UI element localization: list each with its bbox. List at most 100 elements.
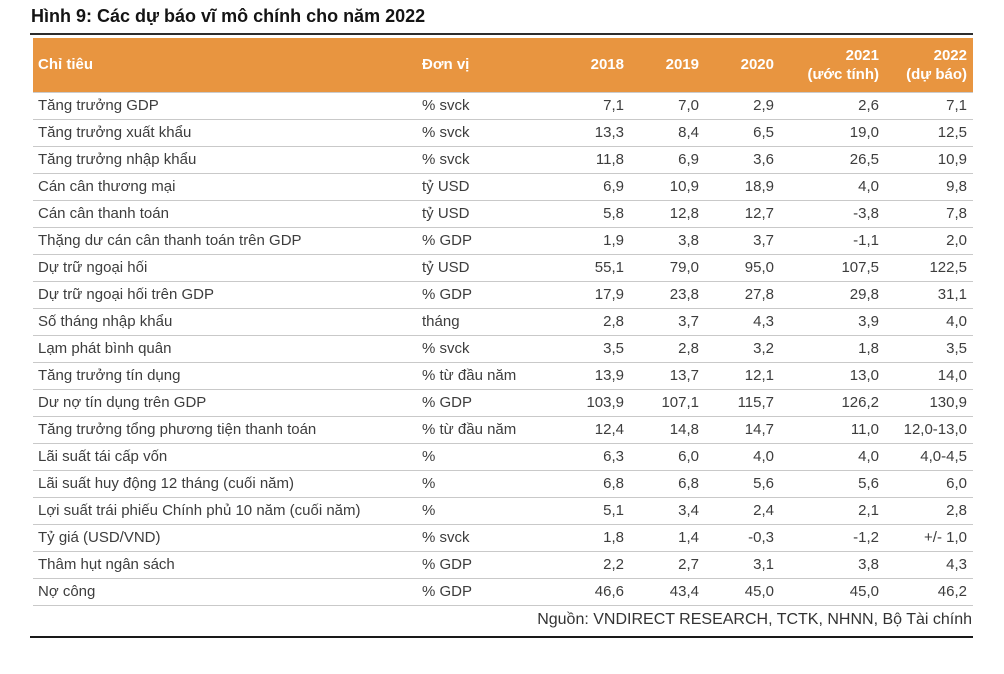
row-indicator-label: Lãi suất tái cấp vốn: [33, 443, 422, 471]
row-value: 7,8: [885, 200, 973, 228]
col-header-2019: 2019: [630, 38, 705, 92]
row-value: 2,1: [780, 497, 885, 525]
row-unit: %: [422, 470, 545, 498]
row-value: 18,9: [705, 173, 780, 201]
row-value: 122,5: [885, 254, 973, 282]
row-value: 107,5: [780, 254, 885, 282]
row-value: 6,0: [885, 470, 973, 498]
row-indicator-label: Nợ công: [33, 578, 422, 606]
table-row: Tăng trưởng tín dụng% từ đầu năm 13,9 13,7…: [33, 362, 973, 390]
row-value: 14,0: [885, 362, 973, 390]
row-value: 115,7: [705, 389, 780, 417]
col-header-2021-estimate: 2021 (ước tính): [780, 38, 885, 92]
row-value: 26,5: [780, 146, 885, 174]
macro-forecast-table: Chỉ tiêu Đơn vị 2018 2019 2020 2021 (ước…: [33, 38, 973, 606]
row-value: 5,1: [545, 497, 630, 525]
row-value: 3,7: [630, 308, 705, 336]
row-indicator-label: Tăng trưởng xuất khẩu: [33, 119, 422, 147]
row-unit: % svck: [422, 524, 545, 552]
row-indicator-label: Lãi suất huy động 12 tháng (cuối năm): [33, 470, 422, 498]
title-rule: [30, 33, 973, 35]
row-value: 4,0-4,5: [885, 443, 973, 471]
row-value: 7,1: [885, 92, 973, 120]
row-value: 55,1: [545, 254, 630, 282]
row-unit: %: [422, 443, 545, 471]
row-value: 13,0: [780, 362, 885, 390]
source-note: Nguồn: VNDIRECT RESEARCH, TCTK, NHNN, Bộ…: [537, 610, 972, 628]
row-value: 126,2: [780, 389, 885, 417]
row-value: 13,7: [630, 362, 705, 390]
row-value: 12,8: [630, 200, 705, 228]
row-value: 95,0: [705, 254, 780, 282]
table-row: Số tháng nhập khẩu tháng 2,8 3,7 4,3 3,9 4,0: [33, 308, 973, 336]
row-value: 2,8: [885, 497, 973, 525]
row-value: 27,8: [705, 281, 780, 309]
row-value: 12,7: [705, 200, 780, 228]
row-unit: % svck: [422, 146, 545, 174]
row-value: 10,9: [885, 146, 973, 174]
row-value: 1,8: [780, 335, 885, 363]
row-value: 12,4: [545, 416, 630, 444]
table-row: Dự trữ ngoại hối tỷ USD 55,1 79,0 95,0 107,5 1…: [33, 254, 973, 282]
row-value: 3,7: [705, 227, 780, 255]
table-row: Lãi suất huy động 12 tháng (cuối năm)% 6,…: [33, 470, 973, 498]
row-value: 2,6: [780, 92, 885, 120]
table-row: Tỷ giá (USD/VND)% svck 1,8 1,4 -0,3 -1,2 +/- …: [33, 524, 973, 552]
col-header-indicator: Chỉ tiêu: [33, 38, 422, 92]
row-value: 3,6: [705, 146, 780, 174]
row-unit: tỷ USD: [422, 173, 545, 201]
row-value: -3,8: [780, 200, 885, 228]
row-indicator-label: Thâm hụt ngân sách: [33, 551, 422, 579]
row-value: 31,1: [885, 281, 973, 309]
table-row: Dự trữ ngoại hối trên GDP% GDP 17,9 23,8 27…: [33, 281, 973, 309]
table-row: Thặng dư cán cân thanh toán trên GDP% GD…: [33, 227, 973, 255]
col-header-2020: 2020: [705, 38, 780, 92]
row-unit: % GDP: [422, 227, 545, 255]
row-value: 4,0: [885, 308, 973, 336]
row-value: 43,4: [630, 578, 705, 606]
row-indicator-label: Tăng trưởng tín dụng: [33, 362, 422, 390]
row-value: 19,0: [780, 119, 885, 147]
row-value: 29,8: [780, 281, 885, 309]
row-value: -0,3: [705, 524, 780, 552]
row-value: 11,8: [545, 146, 630, 174]
row-unit: % GDP: [422, 389, 545, 417]
row-value: 9,8: [885, 173, 973, 201]
row-value: 11,0: [780, 416, 885, 444]
col-header-2022-forecast: 2022 (dự báo): [885, 38, 973, 92]
row-unit: %: [422, 497, 545, 525]
table-row: Thâm hụt ngân sách% GDP 2,2 2,7 3,1 3,8 4,3: [33, 551, 973, 579]
row-value: 2,7: [630, 551, 705, 579]
row-value: 5,6: [705, 470, 780, 498]
row-indicator-label: Tăng trưởng tổng phương tiện thanh toán: [33, 416, 422, 444]
row-value: 2,8: [545, 308, 630, 336]
row-value: 12,1: [705, 362, 780, 390]
row-value: 2,4: [705, 497, 780, 525]
row-value: 6,3: [545, 443, 630, 471]
row-indicator-label: Lạm phát bình quân: [33, 335, 422, 363]
table-body: Tăng trưởng GDP% svck 7,1 7,0 2,9 2,6 7,1 Tăng…: [33, 92, 973, 606]
row-indicator-label: Dự trữ ngoại hối: [33, 254, 422, 282]
row-value: 4,3: [885, 551, 973, 579]
row-indicator-label: Số tháng nhập khẩu: [33, 308, 422, 336]
row-unit: % GDP: [422, 551, 545, 579]
row-value: 3,4: [630, 497, 705, 525]
row-value: 10,9: [630, 173, 705, 201]
row-value: +/- 1,0: [885, 524, 973, 552]
row-value: 4,0: [705, 443, 780, 471]
row-value: 1,4: [630, 524, 705, 552]
row-value: 13,3: [545, 119, 630, 147]
row-value: 5,6: [780, 470, 885, 498]
row-value: 7,0: [630, 92, 705, 120]
row-value: 4,3: [705, 308, 780, 336]
row-value: 2,0: [885, 227, 973, 255]
figure-container: Hình 9: Các dự báo vĩ mô chính cho năm 2…: [30, 0, 973, 638]
row-unit: % svck: [422, 335, 545, 363]
row-value: 3,5: [885, 335, 973, 363]
table-row: Dư nợ tín dụng trên GDP% GDP 103,9 107,1 11…: [33, 389, 973, 417]
row-value: 1,9: [545, 227, 630, 255]
table-row: Cán cân thanh toán tỷ USD 5,8 12,8 12,7 -3,8 7…: [33, 200, 973, 228]
row-value: 17,9: [545, 281, 630, 309]
row-unit: % từ đầu năm: [422, 416, 545, 444]
row-value: 103,9: [545, 389, 630, 417]
